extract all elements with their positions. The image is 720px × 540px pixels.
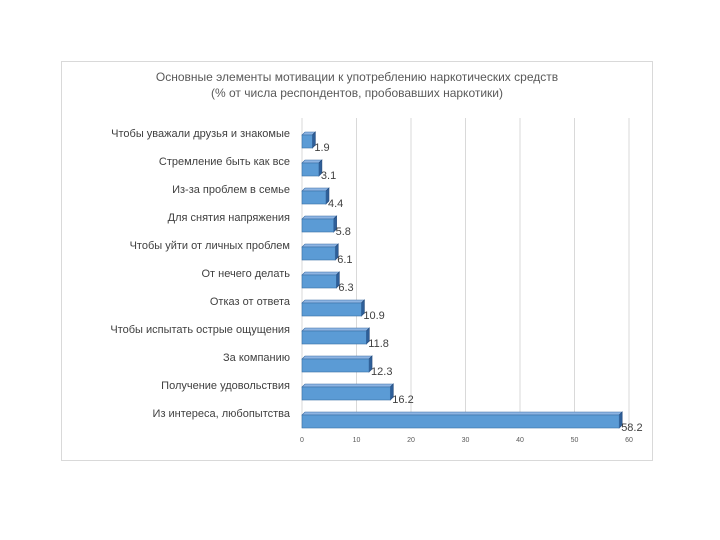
bar [301,246,336,261]
category-label: Из интереса, любопытства [153,408,291,420]
bar [301,218,334,233]
data-label: 11.8 [368,338,389,350]
data-label: 5.8 [336,226,351,238]
bar [301,134,313,149]
x-tick-label: 40 [516,437,524,444]
x-tick-label: 10 [353,437,361,444]
category-label: От нечего делать [201,268,290,280]
x-tick-label: 60 [625,437,633,444]
category-label: Получение удовольствия [161,380,290,392]
x-tick-label: 50 [571,437,579,444]
bar-top [301,187,330,192]
data-label: 6.3 [338,282,353,294]
data-label: 10.9 [363,310,384,322]
data-label: 1.9 [314,142,329,154]
category-label: Чтобы испытать острые ощущения [110,324,290,336]
bar-top [301,411,623,416]
gridlines [301,118,630,428]
data-label: 58.2 [621,422,642,434]
category-label: За компанию [223,352,290,364]
bar [301,274,337,289]
bar [301,330,367,345]
category-label: Чтобы уйти от личных проблем [130,240,290,252]
chart-title-block: Основные элементы мотивации к употреблен… [61,69,653,101]
bars [301,131,623,429]
data-label: 6.1 [337,254,352,266]
bar-top [301,159,323,164]
bar-top [301,383,395,388]
x-tick-label: 0 [300,437,304,444]
x-tick-label: 20 [407,437,415,444]
bar-top [301,271,341,276]
bar [301,302,362,317]
category-label: Из-за проблем в семье [172,184,290,196]
bar [301,386,391,401]
category-label: Для снятия напряжения [168,212,290,224]
bar [301,162,320,177]
labels: 0 10 20 30 40 50 60 Чтобы уважали друзья и знак… [110,128,642,444]
category-label: Стремление быть как все [159,156,290,168]
data-label: 4.4 [328,198,343,210]
bar-top [301,327,371,332]
chart-title: Основные элементы мотивации к употреблен… [155,70,559,84]
chart-frame [61,61,653,461]
x-tick-label: 30 [462,437,470,444]
bar [301,190,327,205]
bar [301,414,620,429]
chart-subtitle: (% от числа респондентов, пробовавших на… [211,86,503,100]
bar-top [301,215,338,220]
bar-top [301,243,339,248]
data-label: 12.3 [371,366,392,378]
data-label: 16.2 [392,394,413,406]
category-label: Чтобы уважали друзья и знакомые [111,128,290,140]
bar-top [301,355,373,360]
bar [301,358,370,373]
bar-top [301,299,366,304]
data-label: 3.1 [321,170,336,182]
category-label: Отказ от ответа [210,296,291,308]
